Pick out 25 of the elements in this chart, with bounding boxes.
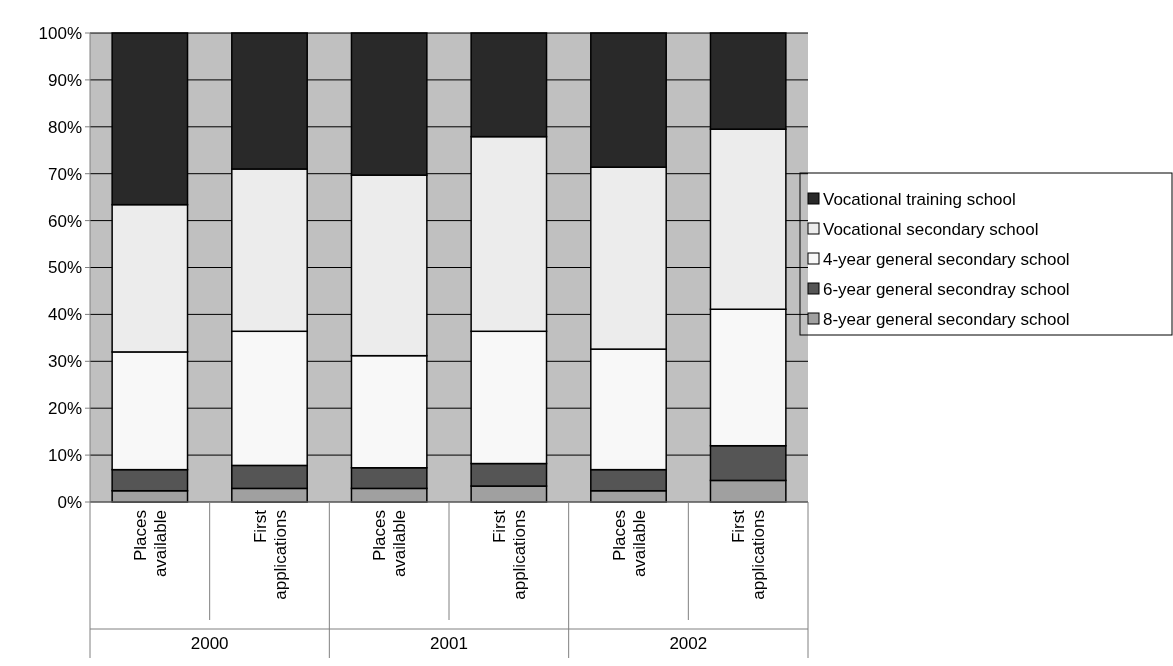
x-tick-label: First applications bbox=[250, 509, 290, 600]
legend-label: 6-year general secondray school bbox=[823, 279, 1070, 299]
x-tick-label: Places available bbox=[609, 510, 649, 578]
x-tick-label: First applications bbox=[729, 509, 769, 600]
y-tick-label: 90% bbox=[47, 70, 82, 90]
legend-label: 4-year general secondary school bbox=[823, 249, 1070, 269]
text: 2001 bbox=[430, 634, 468, 653]
legend-label: Vocational training school bbox=[823, 189, 1016, 209]
text: 2002 bbox=[669, 634, 708, 653]
y-tick-label: 100% bbox=[38, 23, 82, 43]
y-tick-label: 10% bbox=[47, 446, 82, 466]
y-tick-label: 20% bbox=[47, 399, 82, 419]
legend-label: Vocational secondary school bbox=[823, 219, 1039, 239]
y-tick-label: 40% bbox=[47, 305, 82, 325]
y-tick-label: 70% bbox=[47, 164, 82, 184]
text: 2000 bbox=[190, 634, 229, 653]
legend-label: 8-year general secondary school bbox=[823, 309, 1070, 329]
y-tick-label: 30% bbox=[47, 352, 82, 372]
y-tick-label: 80% bbox=[47, 117, 82, 137]
y-tick-label: 0% bbox=[57, 492, 82, 512]
y-tick-label: 50% bbox=[47, 258, 82, 278]
x-tick-label: Places available bbox=[130, 510, 170, 578]
y-tick-label: 60% bbox=[47, 211, 82, 231]
x-tick-label: First applications bbox=[489, 509, 529, 600]
x-tick-label: Places available bbox=[370, 510, 410, 578]
